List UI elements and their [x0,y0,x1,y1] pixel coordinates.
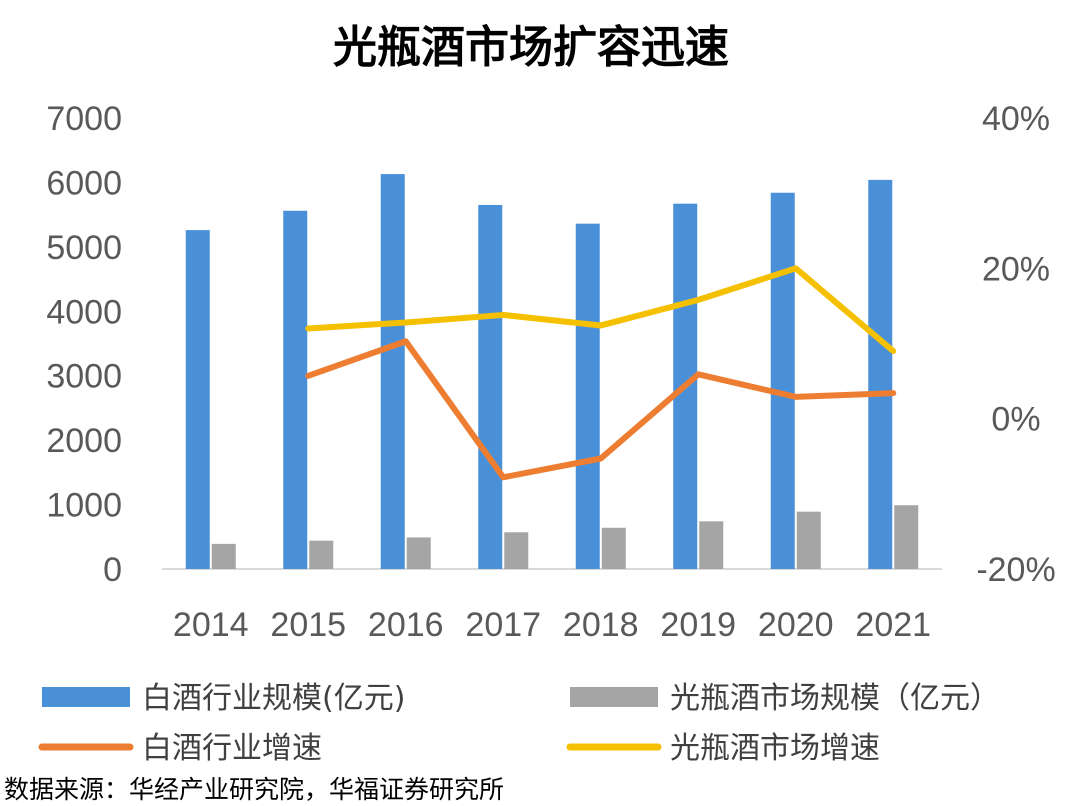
baijiu-scale-bar [380,174,405,569]
baijiu-scale-bar [575,223,600,570]
x-tick-label: 2017 [465,606,541,644]
left-tick-label: 1000 [46,487,122,525]
guangping-scale-bar [406,537,431,569]
bars [185,174,919,570]
x-tick-label: 2021 [855,606,931,644]
x-tick-label: 2016 [368,606,444,644]
x-tick-label: 2014 [173,606,249,644]
x-tick-label: 2015 [270,606,346,644]
x-tick-label: 2019 [660,606,736,644]
legend-swatch [570,687,658,707]
legend-swatch [42,687,130,707]
left-tick-label: 0 [103,551,122,589]
left-tick-label: 6000 [46,164,122,202]
baijiu-scale-bar [283,210,308,569]
guangping-scale-bar [699,521,724,569]
guangping-scale-bar [211,543,236,569]
baijiu-growth-line [305,338,897,481]
guangping-scale-bar [601,527,626,569]
left-tick-label: 3000 [46,358,122,396]
x-tick-label: 2020 [758,606,834,644]
guangping-scale-bar [894,505,919,569]
legend-label: 光瓶酒市场规模（亿元） [670,681,1000,716]
left-tick-label: 7000 [46,100,122,138]
guangping-scale-bar [796,511,821,569]
chart-title: 光瓶酒市场扩容迅速 [333,22,729,73]
guangping-growth-line [305,265,897,355]
x-axis: 2014 2015 2016 2017 2018 2019 2020 2021 [173,606,931,644]
guangping-scale-bar [504,532,529,569]
left-axis: 0 1000 2000 3000 4000 5000 6000 7000 [46,100,122,589]
right-tick-label: -20% [976,551,1055,589]
baijiu-scale-bar [185,230,210,569]
legend-label: 光瓶酒市场增速 [670,731,880,766]
baijiu-scale-bar [478,204,503,569]
left-tick-label: 4000 [46,293,122,331]
legend-label: 白酒行业增速 [142,731,322,766]
right-tick-label: 40% [982,100,1050,138]
right-tick-label: 20% [982,250,1050,288]
lines [305,265,897,481]
legend: 白酒行业规模(亿元) 光瓶酒市场规模（亿元） 白酒行业增速 光瓶酒市场增速 [38,681,1000,766]
baijiu-scale-bar [868,179,893,569]
baijiu-scale-bar [770,192,795,570]
left-tick-label: 5000 [46,229,122,267]
right-axis: -20% 0% 20% 40% [976,100,1055,589]
source-note: 数据来源：华经产业研究院，华福证券研究所 [4,775,504,804]
left-tick-label: 2000 [46,422,122,460]
guangping-scale-bar [309,540,334,569]
legend-label: 白酒行业规模(亿元) [142,681,405,716]
right-tick-label: 0% [991,401,1040,439]
x-tick-label: 2018 [563,606,639,644]
